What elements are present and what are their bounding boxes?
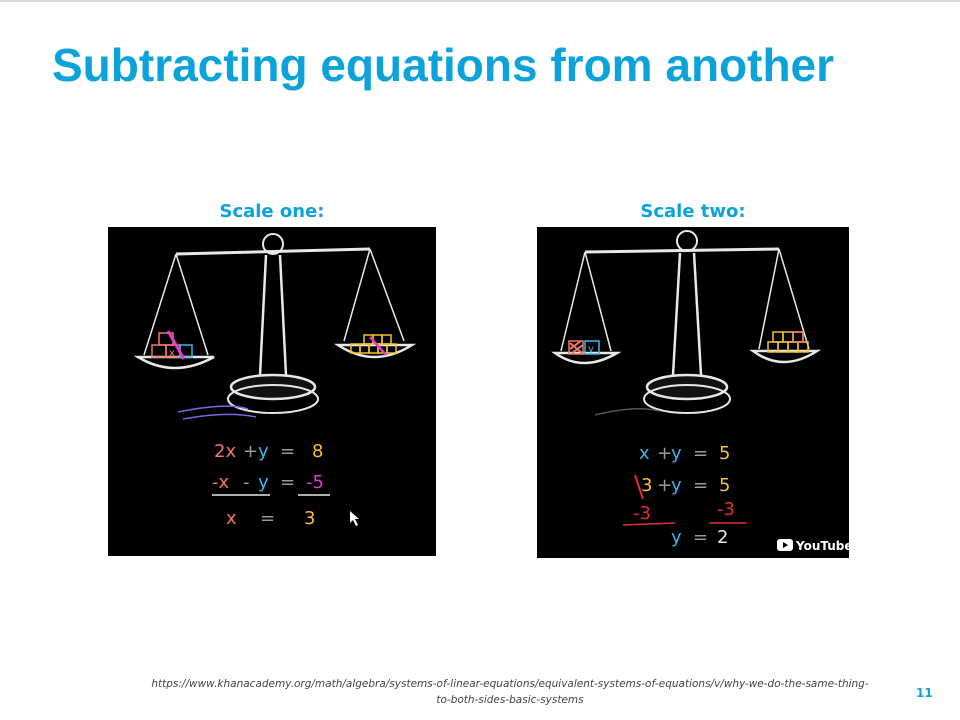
eq1-plus: +: [243, 441, 258, 462]
base-bottom: [643, 384, 731, 414]
eq1-plus: +: [657, 443, 672, 464]
eq1-equals: =: [693, 443, 708, 464]
eq1-term2: y: [671, 443, 682, 464]
scale-two-caption: Scale two:: [640, 201, 746, 222]
youtube-watermark: YouTube: [795, 539, 849, 553]
cross-out-mark: [369, 336, 387, 356]
highlighted-block: [792, 331, 804, 343]
pivot: [676, 230, 698, 252]
eq3-lhs: -3: [633, 503, 651, 524]
eq2-plus: +: [657, 475, 672, 496]
top-rule: [0, 0, 960, 2]
eq2-equals: =: [693, 475, 708, 496]
eq2-term2: y: [671, 475, 682, 496]
eq2-term2: y: [258, 472, 269, 493]
eq2-equals: =: [280, 472, 295, 493]
hand-cursor-icon: [350, 511, 359, 526]
eq1-term1: 2x: [214, 441, 236, 462]
sum-line: [622, 522, 676, 526]
eq2-rhs: 5: [719, 475, 730, 496]
source-url[interactable]: https://www.khanacademy.org/math/algebra…: [120, 676, 900, 708]
scale-one-image: x 2x + y = 8 -x - y = -5 x = 3: [108, 227, 436, 556]
pivot: [262, 233, 284, 255]
eq1-rhs: 8: [312, 441, 323, 462]
page-number: 11: [916, 686, 933, 700]
result-lhs: y: [671, 527, 682, 548]
left-pan-strings: [560, 251, 612, 352]
base-top: [645, 373, 729, 401]
balance-scale-two-drawing: y x + y = 5 3 + y = 5 -3 -3 y = 2 YouTub…: [551, 230, 849, 553]
strike-mark: [634, 474, 644, 500]
scribble-mark: [569, 340, 584, 354]
left-pan: [133, 355, 215, 370]
eq2-minus: -: [243, 472, 250, 493]
eq1-rhs: 5: [719, 443, 730, 464]
shadow-stroke: [177, 405, 257, 420]
balance-scale-one-drawing: x 2x + y = 8 -x - y = -5 x = 3: [133, 233, 417, 529]
eq2-term1: -x: [212, 472, 229, 493]
scale-two-image: y x + y = 5 3 + y = 5 -3 -3 y = 2 YouTub…: [537, 227, 849, 558]
result-equals: =: [693, 527, 708, 548]
eq2-term1: 3: [641, 475, 652, 496]
eq1-term2: y: [258, 441, 269, 462]
left-pan: [551, 351, 622, 365]
left-pan-strings: [143, 253, 209, 356]
source-url-line1[interactable]: https://www.khanacademy.org/math/algebra…: [151, 678, 869, 690]
right-pan: [333, 343, 417, 359]
eq1-equals: =: [280, 441, 295, 462]
play-icon: [783, 542, 788, 548]
beam: [175, 247, 371, 256]
base-top: [229, 373, 317, 401]
post: [258, 254, 288, 376]
shadow-stroke: [594, 408, 660, 416]
x-block: [568, 340, 584, 355]
right-pan-strings: [343, 248, 405, 342]
x-block: [151, 344, 167, 358]
eq2-rhs: -5: [306, 472, 324, 493]
right-pan: [749, 349, 822, 364]
x-block-label: x: [169, 348, 175, 359]
eq3-rhs: -3: [717, 499, 735, 520]
right-pan-strings: [758, 248, 810, 350]
scale-one-caption: Scale one:: [219, 201, 325, 222]
result-rhs: 2: [717, 527, 728, 548]
result-lhs: x: [226, 508, 237, 529]
slide-title: Subtracting equations from another: [52, 39, 835, 91]
y-block-label: y: [588, 344, 594, 355]
post: [671, 252, 703, 376]
eq1-term1: x: [639, 443, 650, 464]
y-block: [584, 340, 600, 355]
base-bottom: [227, 384, 319, 414]
right-yellow-blocks: [350, 334, 397, 354]
source-url-line2[interactable]: to-both-sides-basic-systems: [436, 694, 584, 706]
result-equals: =: [260, 508, 275, 529]
cross-out-mark: [166, 330, 186, 360]
result-rhs: 3: [304, 508, 315, 529]
